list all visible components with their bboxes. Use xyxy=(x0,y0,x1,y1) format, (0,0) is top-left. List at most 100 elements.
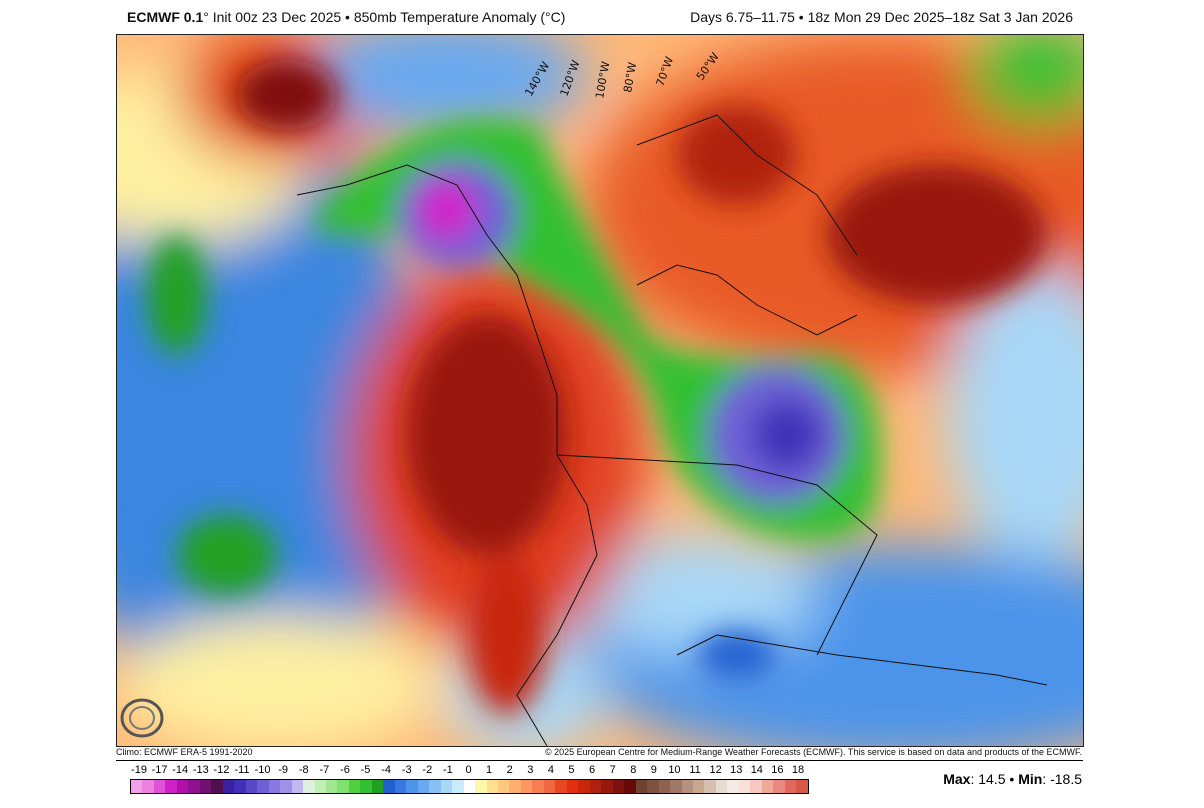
colorbar-label: -10 xyxy=(254,764,271,776)
temperature-anomaly-map: 140°W 120°W 100°W 80°W 70°W 50°W xyxy=(116,34,1084,747)
colorbar-label: -3 xyxy=(401,764,412,776)
colorbar-swatch xyxy=(475,780,487,793)
colorbar xyxy=(130,779,809,794)
colorbar-label: 16 xyxy=(771,764,784,776)
colorbar-label: -14 xyxy=(172,764,189,776)
colorbar-swatch xyxy=(222,780,235,793)
colorbar-labels: -19 -17 -14 -13 -12 -11 -10 -9 -8 -7 -6 -5 -4 -3 -2 -1 0… xyxy=(130,764,807,778)
colorbar-swatch xyxy=(452,780,464,793)
max-label: Max xyxy=(943,771,971,787)
separator: • xyxy=(1005,771,1019,787)
colorbar-swatch xyxy=(429,780,441,793)
colorbar-swatch xyxy=(188,780,200,793)
colorbar-label: 1 xyxy=(486,764,493,776)
colorbar-swatch xyxy=(566,780,579,793)
colorbar-label: 6 xyxy=(589,764,596,776)
colorbar-swatch xyxy=(131,780,143,793)
colorbar-label: 3 xyxy=(527,764,534,776)
colorbar-label: 10 xyxy=(668,764,681,776)
colorbar-swatch xyxy=(337,780,349,793)
weatherbell-logo xyxy=(120,695,210,745)
min-label: Min xyxy=(1018,771,1043,787)
colorbar-label: 7 xyxy=(609,764,616,776)
colorbar-swatch xyxy=(245,780,258,793)
colorbar-swatch xyxy=(291,780,304,793)
colorbar-label: 8 xyxy=(630,764,637,776)
min-value: -18.5 xyxy=(1050,771,1082,787)
copyright-note: © 2025 European Centre for Medium-Range … xyxy=(544,747,1082,757)
colorbar-swatch xyxy=(371,780,384,793)
colorbar-swatch xyxy=(612,780,625,793)
colorbar-label: 5 xyxy=(568,764,575,776)
colorbar-swatch xyxy=(773,780,785,793)
colorbar-label: 12 xyxy=(709,764,722,776)
colorbar-swatch xyxy=(348,780,361,793)
colorbar-swatch xyxy=(383,780,395,793)
degree: ° xyxy=(203,9,209,25)
colorbar-swatch xyxy=(704,780,716,793)
colorbar-swatch xyxy=(715,780,728,793)
colorbar-swatch xyxy=(257,780,269,793)
max-value: 14.5 xyxy=(978,771,1006,787)
colorbar-swatch xyxy=(417,780,430,793)
colorbar-swatch xyxy=(176,780,189,793)
colorbar-swatch xyxy=(234,780,246,793)
colorbar-label: -6 xyxy=(340,764,350,776)
colorbar-swatch xyxy=(268,780,281,793)
colorbar-swatch xyxy=(280,780,292,793)
lon-label: 80°W xyxy=(621,61,639,93)
colorbar-swatch xyxy=(406,780,418,793)
colorbar-swatch xyxy=(624,780,636,793)
colorbar-label: -17 xyxy=(151,764,168,776)
colorbar-swatch xyxy=(670,780,682,793)
colorbar-swatch xyxy=(738,780,751,793)
colorbar-swatch xyxy=(761,780,774,793)
map-title: ECMWF 0.1° Init 00z 23 Dec 2025 • 850mb … xyxy=(127,9,565,25)
colorbar-swatch xyxy=(647,780,659,793)
colorbar-label: -11 xyxy=(234,764,250,776)
colorbar-label: -19 xyxy=(131,764,147,776)
title-rest: Init 00z 23 Dec 2025 • 850mb Temperature… xyxy=(208,9,566,25)
colorbar-label: -8 xyxy=(298,764,309,776)
colorbar-label: 4 xyxy=(547,764,554,776)
colorbar-swatch xyxy=(325,780,338,793)
colorbar-label: 2 xyxy=(506,764,513,776)
colorbar-swatch xyxy=(165,780,177,793)
colorbar-swatch xyxy=(486,780,498,793)
valid-period: Days 6.75–11.75 • 18z Mon 29 Dec 2025–18… xyxy=(690,9,1073,25)
colorbar-swatch xyxy=(635,780,648,793)
colorbar-swatch xyxy=(314,780,326,793)
colorbar-swatch xyxy=(692,780,705,793)
colorbar-swatch xyxy=(589,780,602,793)
colorbar-label: 14 xyxy=(750,764,763,776)
climo-note: Climo: ECMWF ERA-5 1991-2020 xyxy=(116,747,253,757)
colorbar-swatch xyxy=(509,780,521,793)
colorbar-label: 0 xyxy=(465,764,472,776)
colorbar-label: -1 xyxy=(443,764,453,776)
model-name: ECMWF 0.1 xyxy=(127,9,204,25)
colorbar-swatch xyxy=(520,780,533,793)
colorbar-label: -7 xyxy=(319,764,330,776)
colorbar-label: -2 xyxy=(422,764,433,776)
colorbar-swatch xyxy=(601,780,613,793)
colorbar-swatch xyxy=(543,780,556,793)
colorbar-label: -13 xyxy=(192,764,209,776)
colorbar-swatch xyxy=(153,780,166,793)
colorbar-swatch xyxy=(750,780,762,793)
colorbar-swatch xyxy=(498,780,510,793)
colorbar-label: -9 xyxy=(278,764,289,776)
lon-label: 100°W xyxy=(593,60,612,99)
colorbar-swatch xyxy=(463,780,476,793)
colorbar-swatch xyxy=(727,780,739,793)
colorbar-label: -5 xyxy=(360,764,371,776)
colorbar-label: -12 xyxy=(213,764,230,776)
colorbar-swatch xyxy=(440,780,453,793)
colorbar-swatch xyxy=(681,780,693,793)
colorbar-swatch xyxy=(555,780,567,793)
colorbar-swatch xyxy=(211,780,223,793)
colorbar-label: -4 xyxy=(381,764,392,776)
colorbar-swatch xyxy=(658,780,671,793)
colorbar-label: 18 xyxy=(791,764,805,776)
colorbar-swatch xyxy=(199,780,212,793)
colorbar-label: 13 xyxy=(730,764,743,776)
